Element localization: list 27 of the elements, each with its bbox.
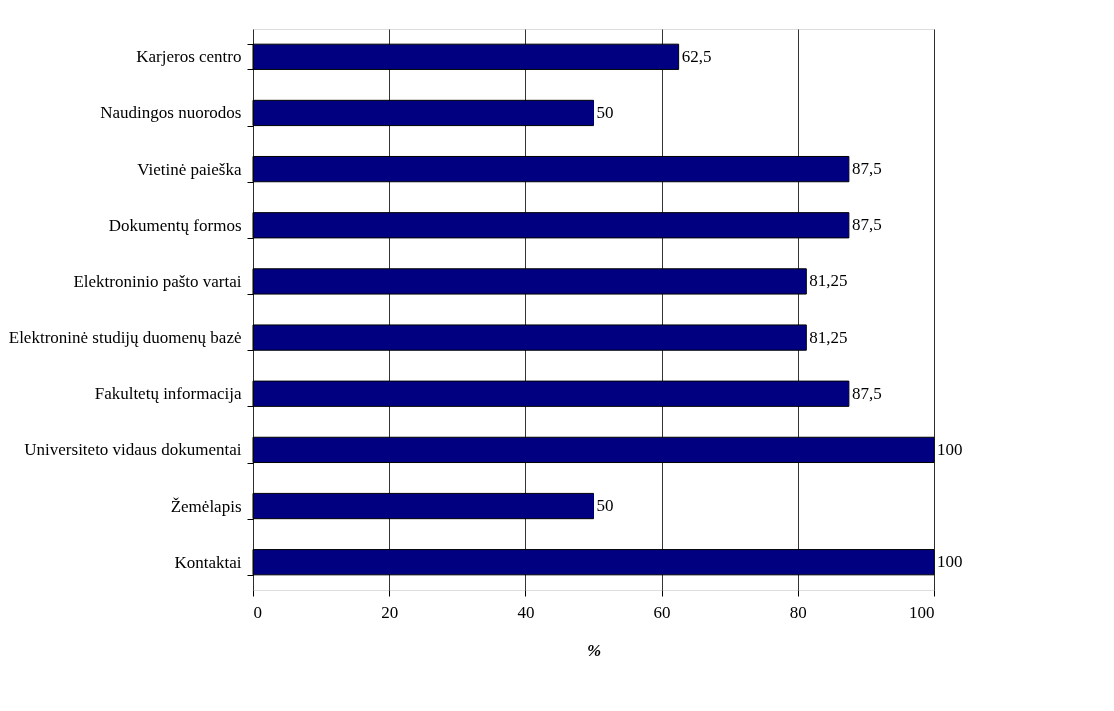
data-label: 100 bbox=[937, 439, 963, 459]
data-label: 87,5 bbox=[851, 215, 882, 235]
y-tick-label: Elektroninė studijų duomenų bazė bbox=[8, 328, 242, 348]
data-label: 50 bbox=[596, 496, 614, 516]
y-tick-label: Karjeros centro bbox=[136, 47, 242, 67]
data-label: 87,5 bbox=[851, 383, 882, 403]
data-label: 62,5 bbox=[681, 46, 712, 66]
y-tick-label: Kontaktai bbox=[174, 552, 242, 572]
x-axis-title: % bbox=[586, 640, 602, 660]
y-tick-label: Žemėlapis bbox=[170, 496, 242, 516]
data-label: 100 bbox=[937, 552, 963, 572]
x-tick-label: 100 bbox=[909, 602, 935, 622]
x-tick-label: 80 bbox=[789, 602, 807, 622]
x-tick-label: 0 bbox=[253, 602, 262, 622]
data-label: 87,5 bbox=[851, 159, 882, 179]
y-tick-label: Elektroninio pašto vartai bbox=[73, 271, 242, 291]
y-tick-label: Universiteto vidaus dokumentai bbox=[24, 440, 242, 460]
y-tick-label: Dokumentų formos bbox=[108, 215, 242, 235]
y-tick-label: Naudingos nuorodos bbox=[100, 103, 242, 123]
y-tick-label: Vietinė paieška bbox=[137, 159, 242, 179]
data-label: 81,25 bbox=[809, 327, 848, 347]
data-label: 50 bbox=[596, 102, 614, 122]
x-tick-label: 20 bbox=[381, 602, 399, 622]
y-tick-label: Fakultetų informacija bbox=[94, 384, 242, 404]
x-tick-label: 60 bbox=[653, 602, 671, 622]
data-label: 81,25 bbox=[809, 271, 848, 291]
x-tick-label: 40 bbox=[517, 602, 535, 622]
